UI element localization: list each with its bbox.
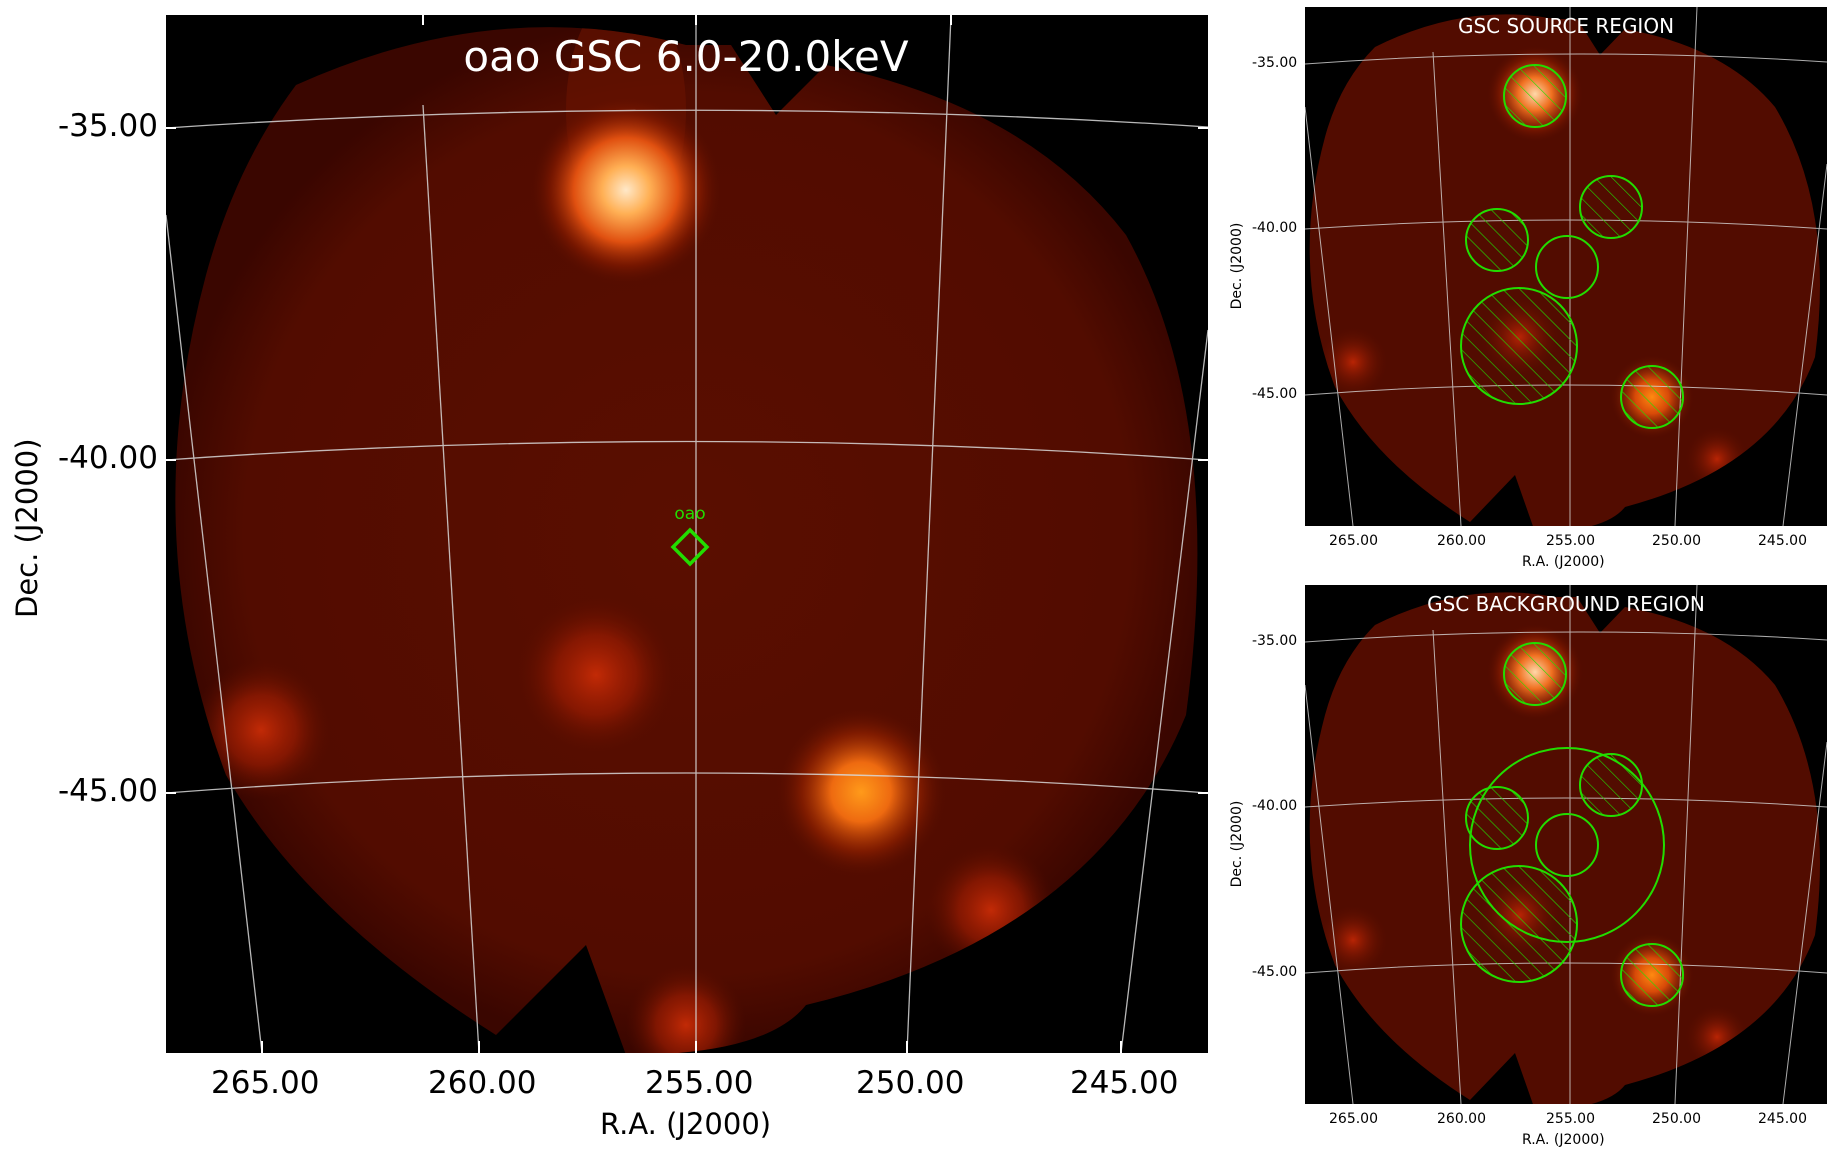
main-ytick-1: -35.00	[58, 108, 158, 144]
source-center-south	[516, 595, 676, 755]
frame-ticks	[166, 15, 1208, 1053]
source-panel-title: GSC SOURCE REGION	[1458, 14, 1674, 38]
main-sky-image: oao oao GSC 6.0-20.0keV	[166, 15, 1208, 1053]
target-region-center[interactable]	[1535, 235, 1599, 299]
main-sky-map: oao oao GSC 6.0-20.0keV	[166, 15, 1208, 1053]
bkg-ylabel: Dec. (J2000)	[1229, 800, 1245, 888]
bright-source-north	[531, 95, 721, 285]
bkg-xlabel: R.A. (J2000)	[1522, 1132, 1605, 1148]
oao-marker-label: oao	[674, 504, 705, 524]
background-region-map: GSC BACKGROUND REGION	[1305, 585, 1827, 1104]
source-region-ne[interactable]	[1579, 175, 1643, 239]
src-ytick-1: -35.00	[1252, 55, 1298, 71]
target-region-center[interactable]	[1535, 813, 1599, 877]
source-region-image: GSC SOURCE REGION	[1305, 7, 1827, 526]
bkg-xtick-4: 250.00	[1652, 1111, 1701, 1127]
coordinate-grid	[166, 15, 1208, 1053]
source-grid	[1305, 7, 1827, 526]
source-region-north[interactable]	[1503, 64, 1567, 128]
src-xtick-1: 265.00	[1329, 533, 1378, 549]
oao-source-marker[interactable]: oao	[670, 504, 710, 567]
bright-source-southeast	[776, 707, 946, 877]
src-ytick-3: -45.00	[1252, 386, 1298, 402]
main-ylabel: Dec. (J2000)	[10, 438, 44, 618]
main-xtick-1: 265.00	[211, 1065, 320, 1101]
main-xtick-3: 255.00	[645, 1065, 754, 1101]
bkg-xtick-1: 265.00	[1329, 1111, 1378, 1127]
bkg-ytick-1: -35.00	[1252, 633, 1298, 649]
background-region-image: GSC BACKGROUND REGION	[1305, 585, 1827, 1104]
source-region-map: GSC SOURCE REGION	[1305, 7, 1827, 526]
main-xlabel: R.A. (J2000)	[600, 1107, 772, 1141]
src-ytick-2: -40.00	[1252, 220, 1298, 236]
exclude-region-se[interactable]	[1620, 943, 1684, 1007]
source-west	[191, 660, 331, 800]
background-regions[interactable]	[1460, 642, 1684, 1007]
src-xtick-3: 255.00	[1546, 533, 1595, 549]
exclude-region-sw[interactable]	[1460, 865, 1578, 983]
source-regions[interactable]	[1460, 64, 1684, 429]
source-region-nw[interactable]	[1465, 208, 1529, 272]
background-grid	[1305, 585, 1827, 1104]
src-xtick-2: 260.00	[1437, 533, 1486, 549]
background-panel-title: GSC BACKGROUND REGION	[1427, 592, 1705, 616]
exclude-region-nw[interactable]	[1465, 786, 1529, 850]
src-xtick-5: 245.00	[1758, 533, 1807, 549]
exclude-region-north[interactable]	[1503, 642, 1567, 706]
bkg-xtick-5: 245.00	[1758, 1111, 1807, 1127]
src-xlabel: R.A. (J2000)	[1522, 554, 1605, 570]
source-region-sw[interactable]	[1460, 287, 1578, 405]
bkg-ytick-2: -40.00	[1252, 798, 1298, 814]
main-ytick-3: -45.00	[58, 773, 158, 809]
main-ytick-2: -40.00	[58, 440, 158, 476]
source-region-se[interactable]	[1620, 365, 1684, 429]
bkg-xtick-3: 255.00	[1546, 1111, 1595, 1127]
main-xtick-4: 250.00	[856, 1065, 965, 1101]
src-ylabel: Dec. (J2000)	[1229, 222, 1245, 310]
bkg-ytick-3: -45.00	[1252, 964, 1298, 980]
bkg-xtick-2: 260.00	[1437, 1111, 1486, 1127]
exclude-region-ne[interactable]	[1579, 753, 1643, 817]
src-xtick-4: 250.00	[1652, 533, 1701, 549]
source-south-edge	[626, 965, 746, 1053]
main-xtick-2: 260.00	[428, 1065, 537, 1101]
main-xtick-5: 245.00	[1070, 1065, 1179, 1101]
main-title: oao GSC 6.0-20.0keV	[463, 32, 908, 81]
